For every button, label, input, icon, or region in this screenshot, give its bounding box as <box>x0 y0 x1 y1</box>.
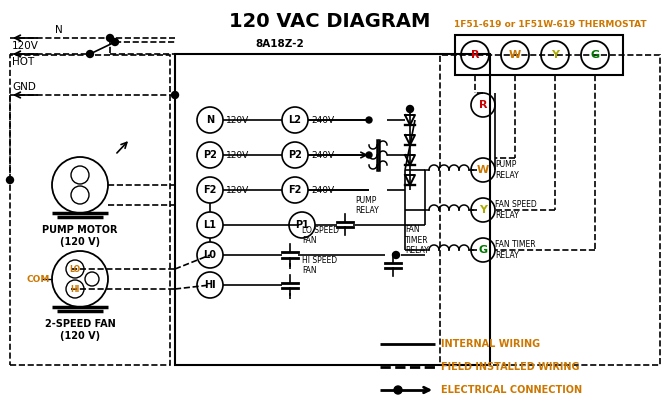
Bar <box>10 55 170 365</box>
Text: 1F51-619 or 1F51W-619 THERMOSTAT: 1F51-619 or 1F51W-619 THERMOSTAT <box>454 20 647 29</box>
Text: INTERNAL WIRING: INTERNAL WIRING <box>441 339 540 349</box>
Circle shape <box>111 39 119 46</box>
Text: G: G <box>478 245 488 255</box>
Bar <box>175 54 490 365</box>
Text: FIELD INSTALLED WIRING: FIELD INSTALLED WIRING <box>441 362 580 372</box>
Text: L1: L1 <box>204 220 216 230</box>
Text: PUMP
RELAY: PUMP RELAY <box>495 160 519 180</box>
Text: W: W <box>477 165 489 175</box>
Circle shape <box>366 117 372 123</box>
Text: 240V: 240V <box>311 116 334 124</box>
Text: 120V: 120V <box>226 150 249 160</box>
Circle shape <box>172 91 178 98</box>
Text: G: G <box>590 50 600 60</box>
Circle shape <box>86 51 94 57</box>
Text: P2: P2 <box>288 150 302 160</box>
Text: N: N <box>206 115 214 125</box>
Text: 2-SPEED FAN
(120 V): 2-SPEED FAN (120 V) <box>45 319 115 341</box>
Circle shape <box>7 176 13 184</box>
Text: 240V: 240V <box>311 186 334 194</box>
Text: COM: COM <box>27 274 50 284</box>
Text: 240V: 240V <box>311 150 334 160</box>
Text: ELECTRICAL CONNECTION: ELECTRICAL CONNECTION <box>441 385 582 395</box>
Text: 120V: 120V <box>226 116 249 124</box>
Circle shape <box>394 386 402 394</box>
Text: P2: P2 <box>203 150 217 160</box>
Text: L0: L0 <box>204 250 216 260</box>
Text: HI: HI <box>204 280 216 290</box>
Circle shape <box>366 152 372 158</box>
Text: HI: HI <box>70 285 80 293</box>
Text: HOT: HOT <box>12 57 34 67</box>
Bar <box>455 35 623 75</box>
Text: W: W <box>509 50 521 60</box>
Text: Y: Y <box>479 205 487 215</box>
Text: PUMP MOTOR
(120 V): PUMP MOTOR (120 V) <box>42 225 118 247</box>
Bar <box>440 55 660 365</box>
Text: P1: P1 <box>295 220 309 230</box>
Text: GND: GND <box>12 82 36 92</box>
Text: Y: Y <box>551 50 559 60</box>
Circle shape <box>393 251 399 259</box>
Text: N: N <box>55 25 63 35</box>
Text: FAN SPEED
RELAY: FAN SPEED RELAY <box>495 200 537 220</box>
Text: 120 VAC DIAGRAM: 120 VAC DIAGRAM <box>229 12 431 31</box>
Text: 120V: 120V <box>226 186 249 194</box>
Text: L2: L2 <box>289 115 302 125</box>
Text: 8A18Z-2: 8A18Z-2 <box>255 39 304 49</box>
Text: LO: LO <box>70 264 80 274</box>
Text: R: R <box>471 50 479 60</box>
Text: LO SPEED
FAN: LO SPEED FAN <box>302 225 339 245</box>
Circle shape <box>407 106 413 112</box>
Text: FAN
TIMER
RELAY: FAN TIMER RELAY <box>405 225 429 255</box>
Text: HI SPEED
FAN: HI SPEED FAN <box>302 256 337 275</box>
Text: F2: F2 <box>288 185 302 195</box>
Text: R: R <box>479 100 487 110</box>
Text: PUMP
RELAY: PUMP RELAY <box>355 196 379 215</box>
Text: FAN TIMER
RELAY: FAN TIMER RELAY <box>495 241 535 260</box>
Circle shape <box>107 34 113 41</box>
Text: F2: F2 <box>203 185 216 195</box>
Text: 120V: 120V <box>12 41 39 51</box>
